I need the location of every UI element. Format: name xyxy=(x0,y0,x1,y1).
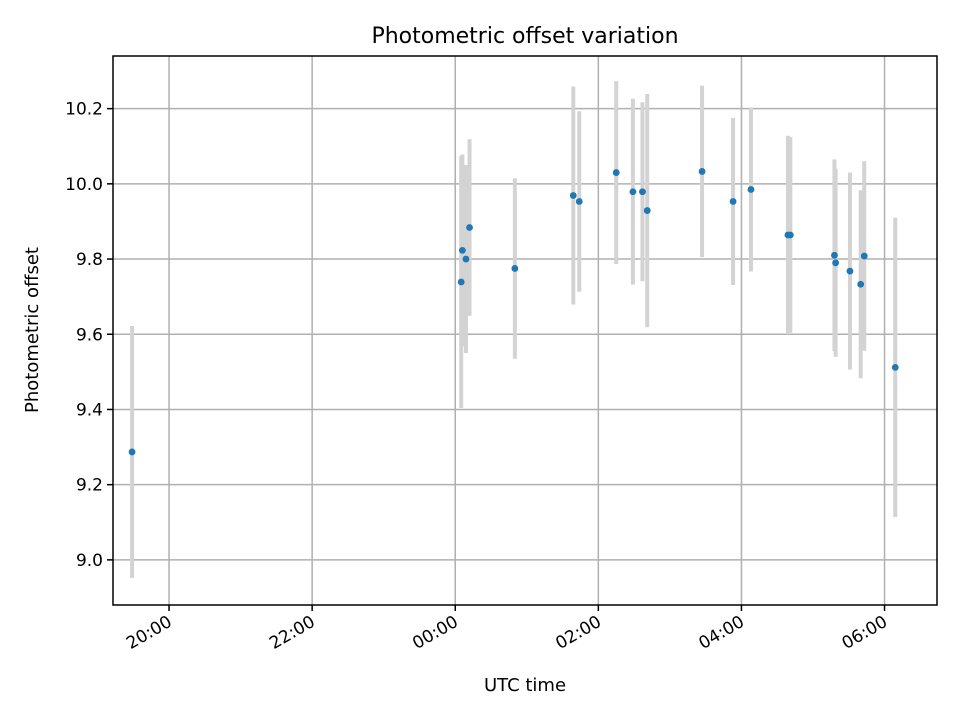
x-tick-label: 04:00 xyxy=(695,612,747,654)
x-tick-label: 00:00 xyxy=(409,612,461,654)
axis-ticks: 20:00 22:00 00:00 02:00 04:00 06:00 9.0 9.2 9.4 9… xyxy=(65,100,891,654)
data-point xyxy=(569,192,577,199)
y-tick-label: 9.6 xyxy=(76,325,103,345)
data-point xyxy=(832,259,840,267)
x-tick-label: 22:00 xyxy=(266,612,318,654)
data-point xyxy=(846,267,854,275)
data-points xyxy=(128,168,899,456)
error-bars xyxy=(130,81,898,578)
data-point xyxy=(639,188,646,196)
data-point xyxy=(128,448,136,456)
data-point xyxy=(612,169,620,176)
grid-lines xyxy=(113,56,937,605)
data-point xyxy=(511,265,519,272)
chart-title: Photometric offset variation xyxy=(371,24,678,49)
data-point xyxy=(831,251,838,259)
data-point xyxy=(643,207,651,214)
x-tick-label: 06:00 xyxy=(839,612,891,654)
plot-frame xyxy=(112,55,938,606)
data-point xyxy=(462,255,470,263)
data-point xyxy=(466,224,473,231)
y-tick-label: 10.0 xyxy=(65,175,103,195)
y-tick-label: 9.4 xyxy=(76,400,103,420)
y-tick-label: 9.8 xyxy=(76,250,103,270)
y-tick-label: 9.0 xyxy=(76,551,103,571)
data-point xyxy=(575,198,583,205)
data-point xyxy=(698,168,706,175)
data-point xyxy=(786,231,794,239)
data-point xyxy=(457,278,465,286)
data-point xyxy=(729,198,737,205)
data-point xyxy=(857,280,865,288)
x-tick-label: 20:00 xyxy=(123,612,175,654)
data-point xyxy=(747,186,755,193)
data-point xyxy=(458,247,466,254)
x-axis-label: UTC time xyxy=(484,675,566,696)
x-tick-label: 02:00 xyxy=(552,612,604,654)
y-tick-label: 10.2 xyxy=(65,100,103,120)
y-tick-label: 9.2 xyxy=(76,476,103,496)
y-axis-label: Photometric offset xyxy=(22,247,43,413)
data-point xyxy=(629,188,637,196)
data-point xyxy=(891,363,899,371)
data-point xyxy=(860,252,868,260)
